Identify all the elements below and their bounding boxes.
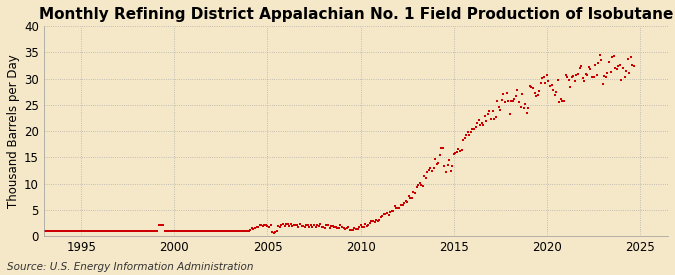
Text: Source: U.S. Energy Information Administration: Source: U.S. Energy Information Administ… (7, 262, 253, 272)
Title: Monthly Refining District Appalachian No. 1 Field Production of Isobutane: Monthly Refining District Appalachian No… (38, 7, 673, 22)
Y-axis label: Thousand Barrels per Day: Thousand Barrels per Day (7, 54, 20, 208)
